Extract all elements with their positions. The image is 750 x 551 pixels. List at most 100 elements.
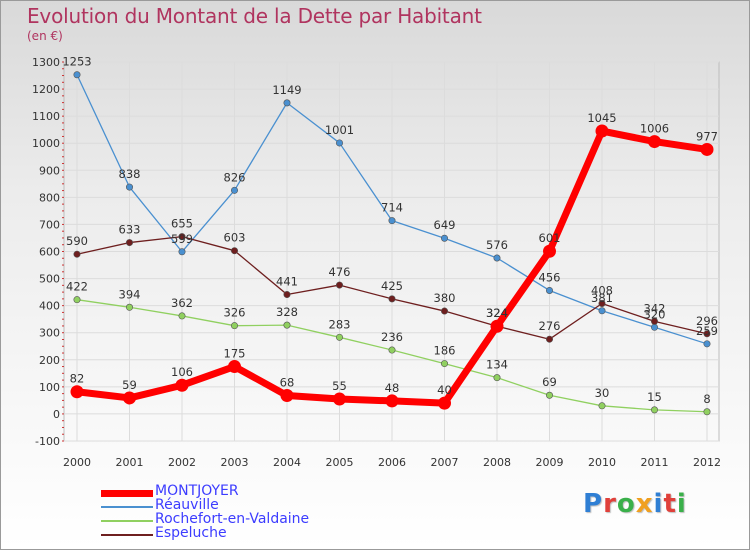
data-label: 655 xyxy=(171,217,193,231)
data-point xyxy=(70,385,84,399)
data-point xyxy=(703,340,711,348)
data-point xyxy=(493,254,501,262)
data-label: 8 xyxy=(703,392,710,406)
data-point xyxy=(231,247,239,255)
data-point xyxy=(178,233,186,241)
data-label: 68 xyxy=(280,376,295,390)
data-point xyxy=(335,281,343,289)
legend-label: MONTJOYER xyxy=(155,483,239,499)
data-point xyxy=(545,335,553,343)
data-point xyxy=(283,99,291,107)
data-label: 456 xyxy=(539,270,561,284)
y-tick-label: 1000 xyxy=(32,137,60,150)
x-tick-label: 2009 xyxy=(536,456,564,469)
data-label: 362 xyxy=(171,296,193,310)
data-point xyxy=(123,391,136,405)
data-point xyxy=(335,139,343,147)
data-label: 320 xyxy=(644,307,666,321)
data-point xyxy=(438,396,451,410)
logo-letter: i xyxy=(653,489,664,519)
data-label: 599 xyxy=(171,232,193,246)
data-point xyxy=(493,374,501,382)
data-point xyxy=(595,124,609,138)
y-tick-label: 800 xyxy=(39,191,60,204)
data-label: 1149 xyxy=(272,83,301,97)
data-label: 55 xyxy=(332,379,347,393)
data-point xyxy=(490,319,504,333)
x-tick-label: 2008 xyxy=(483,456,511,469)
data-label: 714 xyxy=(381,201,403,215)
legend-swatch xyxy=(101,534,153,536)
data-point xyxy=(231,322,239,330)
data-point xyxy=(543,244,556,258)
data-point xyxy=(388,217,396,225)
data-label: 394 xyxy=(119,287,141,301)
data-point xyxy=(545,391,553,399)
data-label: 633 xyxy=(119,223,141,237)
data-point xyxy=(650,317,658,325)
y-tick-label: 100 xyxy=(39,381,60,394)
data-point xyxy=(126,183,134,191)
legend-swatch xyxy=(101,490,153,497)
data-label: 59 xyxy=(122,378,137,392)
data-label: 826 xyxy=(224,170,246,184)
data-point xyxy=(126,239,134,247)
logo-letter: P xyxy=(583,489,604,519)
data-label: 134 xyxy=(486,358,508,372)
data-label: 838 xyxy=(119,167,141,181)
y-tick-label: 900 xyxy=(39,164,60,177)
x-tick-label: 2001 xyxy=(116,456,144,469)
x-tick-label: 2005 xyxy=(326,456,354,469)
data-label: 30 xyxy=(595,386,610,400)
data-label: 476 xyxy=(329,265,351,279)
data-label: 1253 xyxy=(62,55,91,69)
data-point xyxy=(385,394,399,408)
data-point xyxy=(333,392,346,406)
y-tick-label: 200 xyxy=(39,354,60,367)
data-point xyxy=(126,303,134,311)
data-label: 175 xyxy=(224,347,246,361)
data-point xyxy=(703,330,711,338)
y-tick-label: 1300 xyxy=(32,56,60,69)
data-label: 259 xyxy=(696,324,718,338)
legend-swatch xyxy=(101,506,153,508)
data-point xyxy=(283,291,291,299)
y-tick-label: -100 xyxy=(35,435,60,448)
data-point xyxy=(73,296,81,304)
data-label: 324 xyxy=(486,306,508,320)
data-label: 1045 xyxy=(587,111,616,125)
x-tick-label: 2011 xyxy=(641,456,669,469)
data-point xyxy=(650,406,658,414)
data-label: 186 xyxy=(434,344,456,358)
data-label: 48 xyxy=(385,381,400,395)
data-point xyxy=(335,333,343,341)
legend-label: Espeluche xyxy=(155,525,227,541)
legend-label: Réauville xyxy=(155,497,219,513)
logo-letter: r xyxy=(603,489,617,519)
data-point xyxy=(283,321,291,329)
data-label: 576 xyxy=(486,238,508,252)
x-tick-label: 2002 xyxy=(168,456,196,469)
data-point xyxy=(175,378,189,392)
data-label: 328 xyxy=(276,305,298,319)
logo-letter: t xyxy=(663,489,677,519)
data-label: 601 xyxy=(539,231,561,245)
y-tick-label: 1100 xyxy=(32,110,60,123)
data-label: 296 xyxy=(696,314,718,328)
data-label: 603 xyxy=(224,231,246,245)
data-point xyxy=(440,360,448,368)
data-point xyxy=(545,286,553,294)
data-point xyxy=(700,142,714,156)
data-label: 82 xyxy=(70,372,85,386)
data-point xyxy=(440,234,448,242)
y-tick-label: 500 xyxy=(39,273,60,286)
data-point xyxy=(598,402,606,410)
x-tick-label: 2004 xyxy=(273,456,301,469)
data-point xyxy=(648,135,661,149)
x-tick-label: 2000 xyxy=(63,456,91,469)
data-point xyxy=(440,307,448,315)
logo-letter: x xyxy=(635,489,654,519)
data-label: 342 xyxy=(644,301,666,315)
